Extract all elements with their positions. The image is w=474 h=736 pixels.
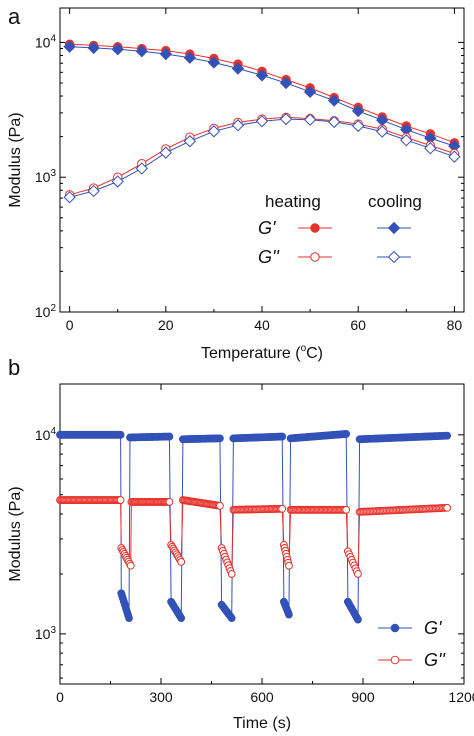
y-tick-label: 103 [35, 625, 57, 642]
data-point [207, 56, 221, 69]
data-point [183, 51, 197, 64]
legend-label: G' [258, 218, 276, 238]
series-line [69, 118, 455, 198]
data-point [63, 191, 76, 204]
data-point [227, 570, 236, 578]
data-point [303, 85, 317, 98]
data-point [443, 503, 452, 512]
data-point [376, 125, 389, 138]
y-tick-label: 104 [35, 426, 57, 443]
panel-letter: a [8, 4, 21, 29]
x-tick-label: 900 [351, 689, 375, 705]
legend-marker [310, 252, 320, 262]
data-point [231, 119, 245, 132]
legend-label: G'' [258, 247, 279, 267]
data-point [342, 505, 351, 514]
series-Gp [56, 430, 452, 624]
x-axis-title: Time (s) [233, 715, 291, 732]
legend-label: G'' [424, 650, 445, 670]
data-point [327, 94, 341, 107]
data-point [352, 104, 365, 118]
x-tick-label: 600 [250, 689, 274, 705]
y-tick-label: 102 [35, 303, 57, 320]
data-point [125, 614, 133, 623]
data-point [177, 614, 186, 623]
y-tick-label: 104 [35, 33, 57, 50]
data-point [255, 115, 269, 128]
x-tick-label: 20 [158, 317, 174, 333]
data-point [159, 47, 172, 61]
legend-marker [387, 250, 401, 264]
legend: G' G'' [378, 618, 445, 670]
x-axis-title: Temperature (oC) [201, 343, 323, 362]
data-point [278, 432, 287, 441]
data-point [216, 434, 224, 443]
data-point [177, 557, 186, 566]
data-point [327, 115, 341, 129]
legend: heating cooling G' G'' [258, 192, 422, 267]
data-point [303, 113, 317, 126]
data-point [231, 62, 245, 75]
legend-col-heating: heating [265, 192, 321, 211]
series-Gp_heat [64, 39, 460, 148]
series-line [69, 46, 455, 147]
data-point [165, 432, 174, 441]
data-point [165, 498, 174, 506]
legend-marker [310, 223, 320, 233]
x-tick-label: 60 [350, 317, 366, 333]
data-point [227, 614, 236, 623]
legend-col-cooling: cooling [368, 192, 422, 211]
data-point [354, 615, 362, 624]
data-point [279, 76, 293, 90]
data-point [183, 135, 197, 148]
series-Gp_cool [63, 40, 461, 153]
data-point [354, 570, 362, 578]
x-tick-label: 0 [66, 317, 74, 333]
data-point [159, 146, 172, 159]
data-point [135, 45, 148, 58]
legend-marker [390, 655, 400, 665]
data-point [285, 561, 293, 570]
data-point [352, 119, 365, 133]
data-point [216, 501, 224, 510]
data-point [400, 134, 413, 147]
x-tick-label: 40 [254, 317, 270, 333]
data-point [63, 40, 76, 53]
data-point [116, 430, 125, 439]
y-axis-title: Modulus (Pa) [7, 486, 24, 581]
data-point [443, 431, 452, 440]
legend-marker [387, 221, 401, 235]
legend-label: G' [424, 618, 442, 638]
panel-a: a 0 20 40 60 80 102 103 104 Temperature (oC) Modul… [7, 4, 465, 362]
data-point [111, 175, 124, 188]
series-line [69, 43, 455, 144]
series-line [69, 116, 455, 196]
data-point [278, 504, 287, 513]
data-point [342, 430, 351, 438]
data-point [126, 561, 135, 570]
data-point [207, 125, 221, 138]
x-tick-label: 300 [149, 689, 173, 705]
series-Gpp [56, 496, 452, 578]
data-point [111, 43, 124, 56]
x-tick-label: 80 [447, 317, 463, 333]
data-point [116, 496, 125, 504]
data-point [135, 162, 148, 175]
data-point [87, 41, 100, 55]
data-point [255, 69, 269, 82]
series-Gpp_cool [63, 112, 461, 204]
data-point [424, 142, 437, 155]
y-tick-label: 103 [35, 168, 57, 185]
y-axis-title: Modulus (Pa) [7, 112, 24, 207]
legend-marker [390, 623, 400, 633]
x-tick-label: 0 [56, 689, 64, 705]
data-point [279, 112, 293, 126]
x-tick-label: 1200 [448, 689, 474, 705]
data-point [285, 610, 293, 619]
data-point [87, 184, 100, 198]
panel-letter: b [8, 355, 20, 380]
data-point [448, 150, 461, 163]
panel-b: b 0 300 600 900 1200 103 104 Time (s) Modulus (Pa… [7, 355, 474, 732]
